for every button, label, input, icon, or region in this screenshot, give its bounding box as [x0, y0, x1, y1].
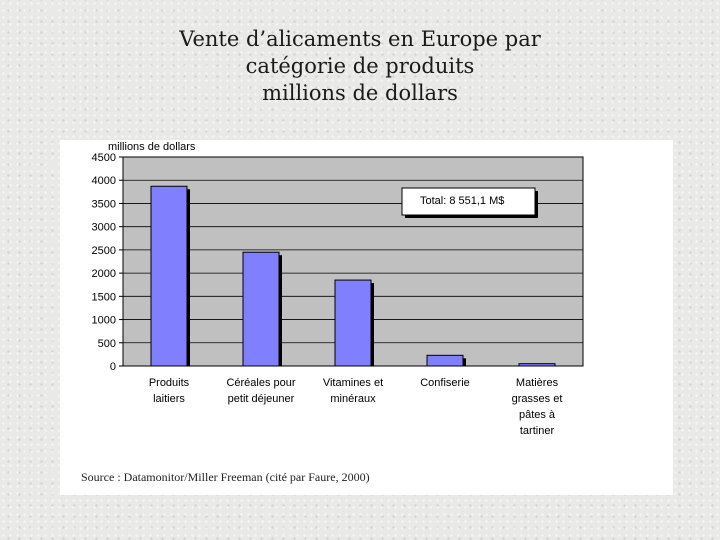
title-line-1: Vente d’alicaments en Europe par	[179, 27, 541, 51]
y-tick-label: 0	[110, 361, 116, 373]
title-line-3: millions de dollars	[262, 81, 458, 105]
y-tick-label: 1000	[92, 315, 116, 327]
x-tick-label: grasses et	[512, 393, 563, 405]
total-annotation: Total: 8 551,1 M$	[420, 195, 504, 207]
x-tick-label: pâtes à	[519, 409, 556, 421]
bar	[334, 279, 372, 367]
y-tick-label: 4000	[92, 175, 116, 187]
y-tick-label: 3500	[92, 198, 116, 210]
y-axis-label: millions de dollars	[108, 141, 196, 153]
x-tick-label: laitiers	[153, 393, 185, 405]
x-tick-label: minéraux	[330, 393, 376, 405]
x-tick-label: Matières	[516, 377, 559, 389]
annotation-box	[401, 187, 536, 216]
title-line-2: catégorie de produits	[245, 54, 475, 78]
bar-chart: 0 500 1000 1500 2000 2500 3000 3500 4000 4500mill…	[92, 141, 584, 437]
x-tick-label: tartiner	[520, 425, 555, 437]
bar	[518, 363, 556, 367]
x-tick-label: Céréales pour	[226, 377, 295, 389]
chart-panel: 0 500 1000 1500 2000 2500 3000 3500 4000 4500 mill…	[60, 140, 673, 495]
x-tick-label: petit déjeuner	[228, 393, 295, 405]
y-tick-label: 1500	[92, 291, 116, 303]
slide-title: Vente d’alicaments en Europe par catégor…	[0, 26, 720, 107]
x-tick-label: Confiserie	[420, 377, 470, 389]
y-tick-label: 2000	[92, 268, 116, 280]
bar	[242, 251, 280, 367]
y-tick-label: 500	[98, 338, 116, 350]
x-tick-label: Vitamines et	[323, 377, 383, 389]
y-tick-label: 4500	[92, 152, 116, 164]
y-tick-label: 3000	[92, 222, 116, 234]
y-tick-label: 2500	[92, 245, 116, 257]
bar	[150, 185, 188, 367]
bar	[426, 354, 464, 367]
x-tick-label: Produits	[149, 377, 190, 389]
source-note: Source : Datamonitor/Miller Freeman (cit…	[81, 470, 370, 484]
